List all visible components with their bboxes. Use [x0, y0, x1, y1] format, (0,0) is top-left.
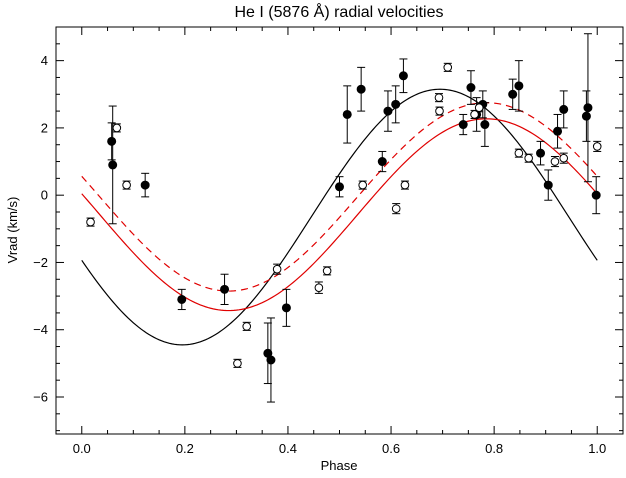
open-data-point: [86, 217, 95, 227]
x-tick-label: 0.0: [73, 441, 91, 456]
open-data-point: [474, 103, 484, 113]
open-data-point: [242, 322, 252, 331]
open-data-point: [592, 142, 602, 151]
filled-data-point: [398, 71, 408, 81]
y-tick-label: 0: [41, 188, 48, 203]
filled-data-point: [559, 104, 569, 114]
filled-data-point: [377, 157, 387, 167]
open-data-point: [122, 180, 131, 190]
open-data-point: [400, 180, 410, 190]
fit-curve-2: [81, 118, 598, 312]
y-tick-label: 2: [41, 120, 48, 135]
chart-title: He I (5876 Å) radial velocities: [235, 2, 444, 21]
open-data-point: [524, 153, 533, 163]
open-data-point: [514, 148, 524, 158]
y-tick-label: −6: [33, 390, 48, 405]
filled-data-point: [335, 182, 344, 192]
filled-data-point: [177, 294, 187, 304]
y-tick-label: −2: [33, 255, 48, 270]
filled-data-point: [480, 120, 490, 130]
filled-data-point: [391, 99, 401, 109]
filled-data-point: [583, 103, 593, 113]
filled-data-point: [458, 120, 468, 130]
fit-curve-1: [81, 88, 598, 346]
fit-curves: [81, 88, 598, 346]
y-tick-label: −4: [33, 322, 48, 337]
x-tick-label: 0.2: [176, 441, 194, 456]
open-data-point: [391, 204, 401, 213]
filled-data-point: [107, 136, 117, 146]
plot-frame: [55, 26, 624, 435]
open-data-point: [112, 123, 122, 133]
filled-data-point: [356, 84, 366, 94]
filled-data-point: [536, 148, 546, 158]
filled-data-point: [508, 89, 518, 99]
open-data-point: [559, 153, 569, 163]
open-data-point: [443, 63, 453, 72]
filled-data-point: [543, 180, 553, 190]
y-axis-ticks: −6 −4 −2 0 2 4: [33, 26, 623, 432]
x-tick-label: 0.6: [382, 441, 400, 456]
open-data-point: [550, 157, 560, 166]
open-data-point: [434, 93, 444, 102]
filled-data-point: [514, 81, 524, 91]
data-markers: [86, 63, 602, 368]
filled-data-point: [108, 160, 118, 170]
y-axis-title: Vrad (km/s): [5, 197, 20, 264]
y-tick-label: 4: [41, 53, 48, 68]
open-data-point: [470, 110, 479, 119]
filled-data-point: [342, 109, 352, 119]
filled-data-point: [591, 190, 601, 200]
x-axis-title: Phase: [321, 458, 358, 473]
error-bars: [86, 33, 602, 403]
open-data-point: [314, 283, 324, 292]
filled-data-point: [281, 303, 291, 313]
x-tick-label: 0.8: [485, 441, 503, 456]
open-data-point: [435, 106, 444, 116]
x-tick-label: 1.0: [588, 441, 606, 456]
open-data-point: [233, 359, 242, 368]
filled-data-point: [581, 111, 591, 121]
x-axis-ticks: 0.0 0.2 0.4 0.6 0.8 1.0: [73, 27, 606, 456]
filled-data-point: [140, 180, 150, 190]
fit-curve-3: [81, 102, 598, 292]
open-data-point: [358, 180, 367, 190]
x-tick-label: 0.4: [279, 441, 297, 456]
filled-data-point: [553, 126, 563, 136]
filled-data-point: [383, 106, 393, 116]
open-data-point: [322, 266, 332, 276]
filled-data-point: [266, 355, 276, 365]
filled-data-point: [466, 83, 476, 93]
open-data-point: [272, 264, 282, 274]
filled-data-point: [220, 284, 230, 294]
